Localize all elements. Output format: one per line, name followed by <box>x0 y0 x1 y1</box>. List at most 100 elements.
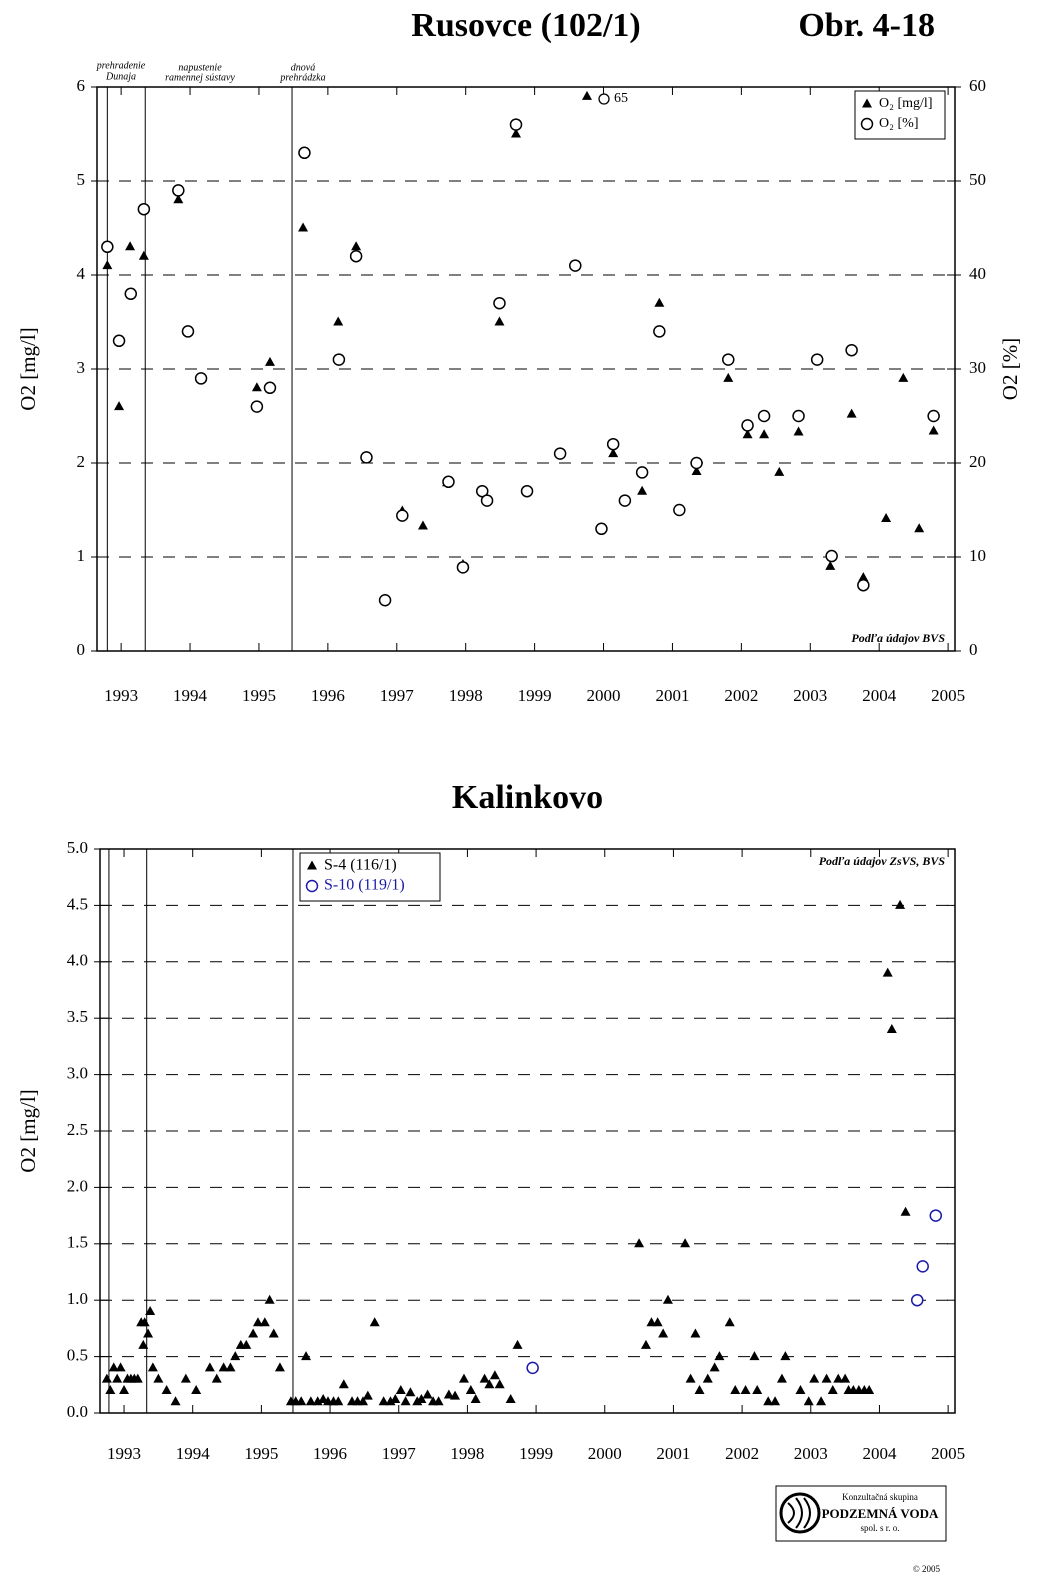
x-tick-label: 2004 <box>862 1444 897 1463</box>
point <box>312 1396 323 1406</box>
point <box>658 1328 669 1338</box>
point <box>124 287 138 301</box>
chart-title: Kalinkovo <box>452 779 603 816</box>
point <box>821 1373 832 1383</box>
point <box>792 409 805 423</box>
legend-frame <box>854 90 946 140</box>
point <box>526 1361 539 1375</box>
x-tick-label: 1997 <box>382 1444 417 1463</box>
point <box>305 1396 316 1406</box>
legend-label: S-10 (119/1) <box>324 877 405 894</box>
point <box>709 1362 720 1372</box>
point <box>608 448 619 458</box>
annotation: ramennej sústavy <box>165 72 235 83</box>
x-tick-label: 2002 <box>724 686 758 705</box>
point <box>412 1396 423 1406</box>
point <box>145 1305 156 1315</box>
y-tick-label: 5.0 <box>67 838 88 857</box>
point <box>385 1396 396 1406</box>
y-tick-label: 4.0 <box>67 951 88 970</box>
point <box>458 1373 469 1383</box>
x-tick-label: 1998 <box>450 1444 484 1463</box>
x-tick-label: 2000 <box>588 1444 622 1463</box>
legend-label: O₂ [%] <box>879 116 918 131</box>
point <box>172 184 185 197</box>
point <box>296 1396 307 1406</box>
figure-label: Obr. 4-18 <box>798 7 935 44</box>
point <box>752 1384 763 1394</box>
point <box>263 381 277 395</box>
x-tick-label: 1994 <box>173 686 208 705</box>
point <box>637 485 648 495</box>
legend-frame <box>299 852 441 902</box>
point <box>723 372 734 382</box>
y2-tick-label: 0 <box>969 640 978 659</box>
point <box>780 1351 791 1361</box>
point <box>105 1384 116 1394</box>
x-tick-label: 1997 <box>380 686 415 705</box>
point <box>204 1362 215 1372</box>
point <box>484 1379 495 1389</box>
y2-tick-label: 30 <box>969 358 986 377</box>
y-tick-label: 4 <box>77 264 86 283</box>
y-tick-label: 6 <box>77 76 86 95</box>
x-tick-label: 1995 <box>242 686 276 705</box>
logo-icon-waves <box>787 1497 811 1529</box>
point <box>653 325 666 338</box>
annotation: napustenie <box>178 62 222 73</box>
point <box>101 240 114 254</box>
logo-frame <box>775 1485 947 1542</box>
point <box>274 1362 285 1372</box>
point <box>138 250 149 260</box>
y2-tick-label: 40 <box>969 264 986 283</box>
point <box>776 1373 787 1383</box>
y2-tick-label: 10 <box>969 546 986 565</box>
point <box>581 90 592 100</box>
point <box>264 1294 275 1304</box>
point <box>595 522 608 536</box>
point <box>479 1373 490 1383</box>
point <box>759 429 770 439</box>
point <box>378 1396 389 1406</box>
point <box>520 484 534 498</box>
point <box>803 1396 814 1406</box>
point <box>714 1351 725 1361</box>
x-tick-label: 1999 <box>518 686 552 705</box>
point <box>509 118 523 131</box>
point <box>251 382 262 392</box>
point <box>101 1373 112 1383</box>
legend-label: S-4 (116/1) <box>324 857 397 874</box>
point <box>742 429 753 439</box>
point <box>910 1293 924 1307</box>
point <box>143 1328 154 1338</box>
point <box>139 1317 150 1327</box>
point <box>618 494 632 507</box>
point <box>914 523 925 533</box>
logo-group: Konzultačná skupina <box>842 1492 918 1502</box>
y-tick-label: 1.5 <box>67 1233 88 1252</box>
x-tick-label: 1994 <box>176 1444 211 1463</box>
point <box>338 1379 349 1389</box>
point <box>634 1238 645 1248</box>
point <box>137 202 151 216</box>
point <box>480 494 494 507</box>
point <box>456 561 470 574</box>
point <box>881 512 892 522</box>
x-tick-label: 2000 <box>587 686 621 705</box>
y2-axis-title: O2 [%] <box>998 338 1022 400</box>
annotation: Podľa údajov BVS <box>851 631 945 645</box>
point <box>694 1384 705 1394</box>
point <box>264 356 275 366</box>
point <box>929 1209 943 1222</box>
point <box>252 1317 263 1327</box>
point <box>138 1339 149 1349</box>
point <box>654 297 665 307</box>
point <box>349 249 363 263</box>
y-axis-title: O2 [mg/l] <box>16 1089 40 1172</box>
point <box>840 1373 851 1383</box>
point <box>301 1351 312 1361</box>
x-tick-label: 1998 <box>449 686 483 705</box>
point <box>181 325 195 338</box>
point <box>333 1396 344 1406</box>
